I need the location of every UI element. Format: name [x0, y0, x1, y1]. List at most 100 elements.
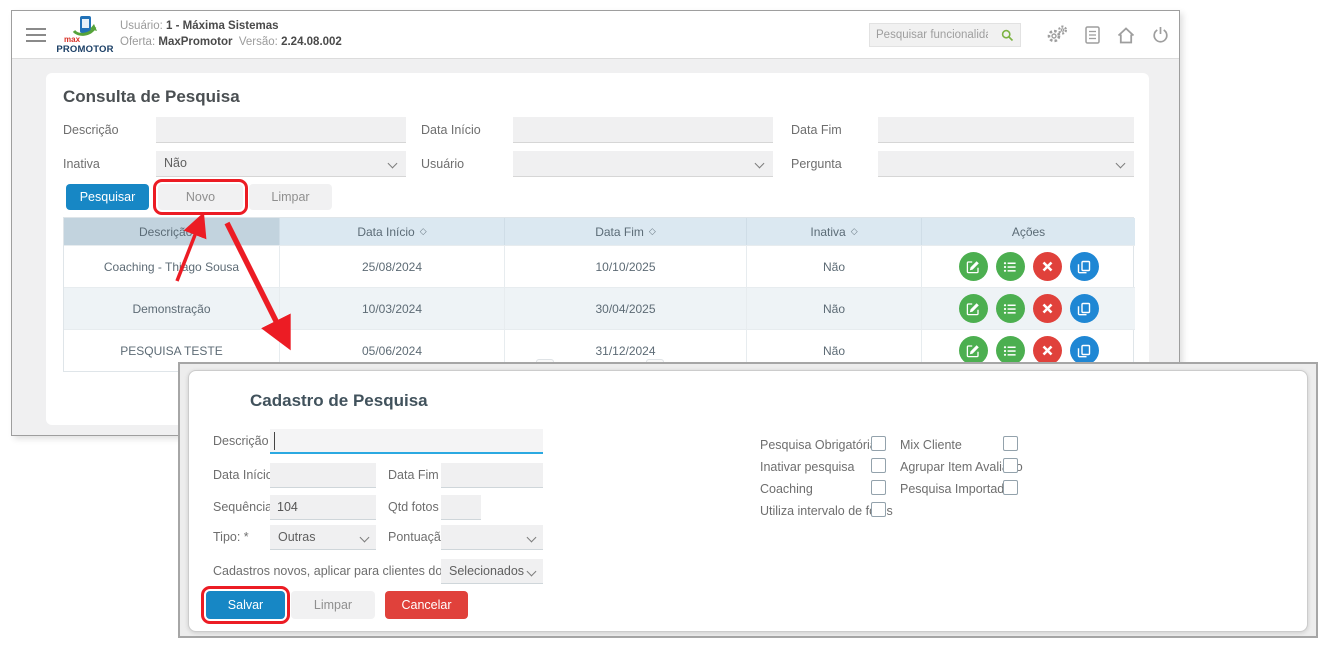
user-value: 1 - Máxima Sistemas: [166, 20, 279, 32]
filter-descricao-label: Descrição: [63, 117, 119, 143]
col-header-inativa[interactable]: Inativa ◇: [747, 218, 922, 245]
duplicate-button[interactable]: [1070, 294, 1099, 323]
tipo-value: Outras: [278, 530, 316, 544]
edit-button[interactable]: [959, 336, 988, 365]
chevron-down-icon: [388, 159, 398, 169]
filter-descricao-input[interactable]: [156, 117, 406, 143]
form-limpar-button[interactable]: Limpar: [291, 591, 375, 619]
inativar-pesquisa-checkbox[interactable]: [871, 458, 886, 473]
descricao-input[interactable]: [270, 429, 543, 454]
qtd-fotos-label: Qtd fotos: [388, 495, 439, 520]
filter-data-inicio-input[interactable]: [513, 117, 773, 143]
sequencia-input[interactable]: [270, 495, 376, 520]
filter-inativa-select[interactable]: Não: [156, 151, 406, 177]
utiliza-intervalo-fotos-checkbox[interactable]: [871, 502, 886, 517]
col-header-data-fim[interactable]: Data Fim ◇: [505, 218, 747, 245]
cell-acoes: [922, 287, 1135, 329]
session-offer-line: Oferta: MaxPromotor Versão: 2.24.08.002: [120, 34, 342, 50]
col-header-label: Data Início: [357, 225, 414, 239]
novo-button[interactable]: Novo: [158, 184, 243, 210]
mix-cliente-checkbox[interactable]: [1003, 436, 1018, 451]
home-icon[interactable]: [1117, 27, 1135, 44]
pesquisar-button[interactable]: Pesquisar: [66, 184, 149, 210]
cell-data-inicio: 25/08/2024: [280, 245, 505, 287]
delete-x-icon: [1042, 345, 1053, 356]
delete-x-icon: [1042, 303, 1053, 314]
search-icon[interactable]: [1001, 29, 1014, 42]
aplicar-select[interactable]: Selecionados: [441, 559, 543, 584]
salvar-button[interactable]: Salvar: [206, 591, 285, 619]
edit-icon: [966, 302, 980, 316]
page-title: Consulta de Pesquisa: [63, 87, 240, 107]
list-icon: [1003, 260, 1017, 274]
data-inicio-input[interactable]: [270, 463, 376, 488]
row-actions: [959, 294, 1099, 323]
version-label: Versão:: [239, 36, 278, 48]
col-header-label: Descrição: [139, 225, 192, 239]
delete-button[interactable]: [1033, 252, 1062, 281]
sort-asc-icon: ∧: [197, 226, 204, 237]
cell-data-fim: 30/04/2025: [505, 287, 747, 329]
filter-usuario-label: Usuário: [421, 151, 464, 177]
data-fim-input[interactable]: [441, 463, 543, 488]
app-header: max PROMOTOR Usuário: 1 - Máxima Sistema…: [12, 11, 1179, 59]
edit-button[interactable]: [959, 294, 988, 323]
settings-gears-icon[interactable]: [1046, 25, 1068, 45]
session-info: Usuário: 1 - Máxima Sistemas Oferta: Max…: [120, 18, 342, 50]
logo-promotor-text: PROMOTOR: [56, 44, 114, 55]
data-fim-label: Data Fim *: [388, 463, 447, 488]
filter-inativa-label: Inativa: [63, 151, 100, 177]
sort-icon: ◇: [420, 226, 427, 237]
agrupar-item-avaliado-checkbox[interactable]: [1003, 458, 1018, 473]
pesquisa-importada-checkbox[interactable]: [1003, 480, 1018, 495]
power-logout-icon[interactable]: [1152, 26, 1169, 44]
chevron-down-icon: [527, 533, 537, 543]
limpar-button[interactable]: Limpar: [249, 184, 332, 210]
duplicate-button[interactable]: [1070, 252, 1099, 281]
form-title: Cadastro de Pesquisa: [250, 391, 428, 411]
search-input[interactable]: [870, 24, 994, 46]
list-icon: [1003, 302, 1017, 316]
filter-data-fim-input[interactable]: [878, 117, 1134, 143]
cell-descricao: Coaching - Thiago Sousa: [64, 245, 280, 287]
delete-button[interactable]: [1033, 294, 1062, 323]
edit-icon: [966, 344, 980, 358]
tipo-label: Tipo: *: [213, 525, 249, 550]
menu-icon[interactable]: [26, 28, 46, 42]
pontuacao-label: Pontuação: [388, 525, 448, 550]
items-button[interactable]: [996, 336, 1025, 365]
col-header-descricao[interactable]: Descrição ∧: [64, 218, 280, 245]
col-header-data-inicio[interactable]: Data Início ◇: [280, 218, 505, 245]
sort-icon: ◇: [649, 226, 656, 237]
delete-button[interactable]: [1033, 336, 1062, 365]
filter-usuario-select[interactable]: [513, 151, 773, 177]
filter-pergunta-select[interactable]: [878, 151, 1134, 177]
col-header-label: Data Fim: [595, 225, 644, 239]
cell-inativa: Não: [747, 245, 922, 287]
chevron-down-icon: [527, 567, 537, 577]
edit-button[interactable]: [959, 252, 988, 281]
functionality-search: [869, 23, 1021, 47]
session-user-line: Usuário: 1 - Máxima Sistemas: [120, 18, 342, 34]
pesquisa-obrigatoria-checkbox[interactable]: [871, 436, 886, 451]
cancelar-button[interactable]: Cancelar: [385, 591, 468, 619]
pesquisa-table: Descrição ∧ Data Início ◇ Data Fim ◇ Ina…: [63, 217, 1134, 372]
qtd-fotos-input[interactable]: [441, 495, 481, 520]
coaching-checkbox[interactable]: [871, 480, 886, 495]
items-button[interactable]: [996, 252, 1025, 281]
col-header-label: Inativa: [810, 225, 845, 239]
list-icon: [1003, 344, 1017, 358]
checkbox-label: Pesquisa Importada: [900, 482, 1011, 496]
promotor-logo-icon: [70, 15, 100, 37]
chevron-down-icon: [360, 533, 370, 543]
filter-inativa-value: Não: [164, 156, 187, 170]
tipo-select[interactable]: Outras: [270, 525, 376, 550]
aplicar-value: Selecionados: [449, 564, 524, 578]
items-button[interactable]: [996, 294, 1025, 323]
offer-label: Oferta:: [120, 36, 155, 48]
aplicar-label: Cadastros novos, aplicar para clientes d…: [213, 559, 466, 584]
pontuacao-select[interactable]: [441, 525, 543, 550]
duplicate-button[interactable]: [1070, 336, 1099, 365]
log-document-icon[interactable]: [1085, 26, 1100, 44]
cadastro-pesquisa-panel: Cadastro de Pesquisa Descrição * Data In…: [178, 362, 1318, 638]
